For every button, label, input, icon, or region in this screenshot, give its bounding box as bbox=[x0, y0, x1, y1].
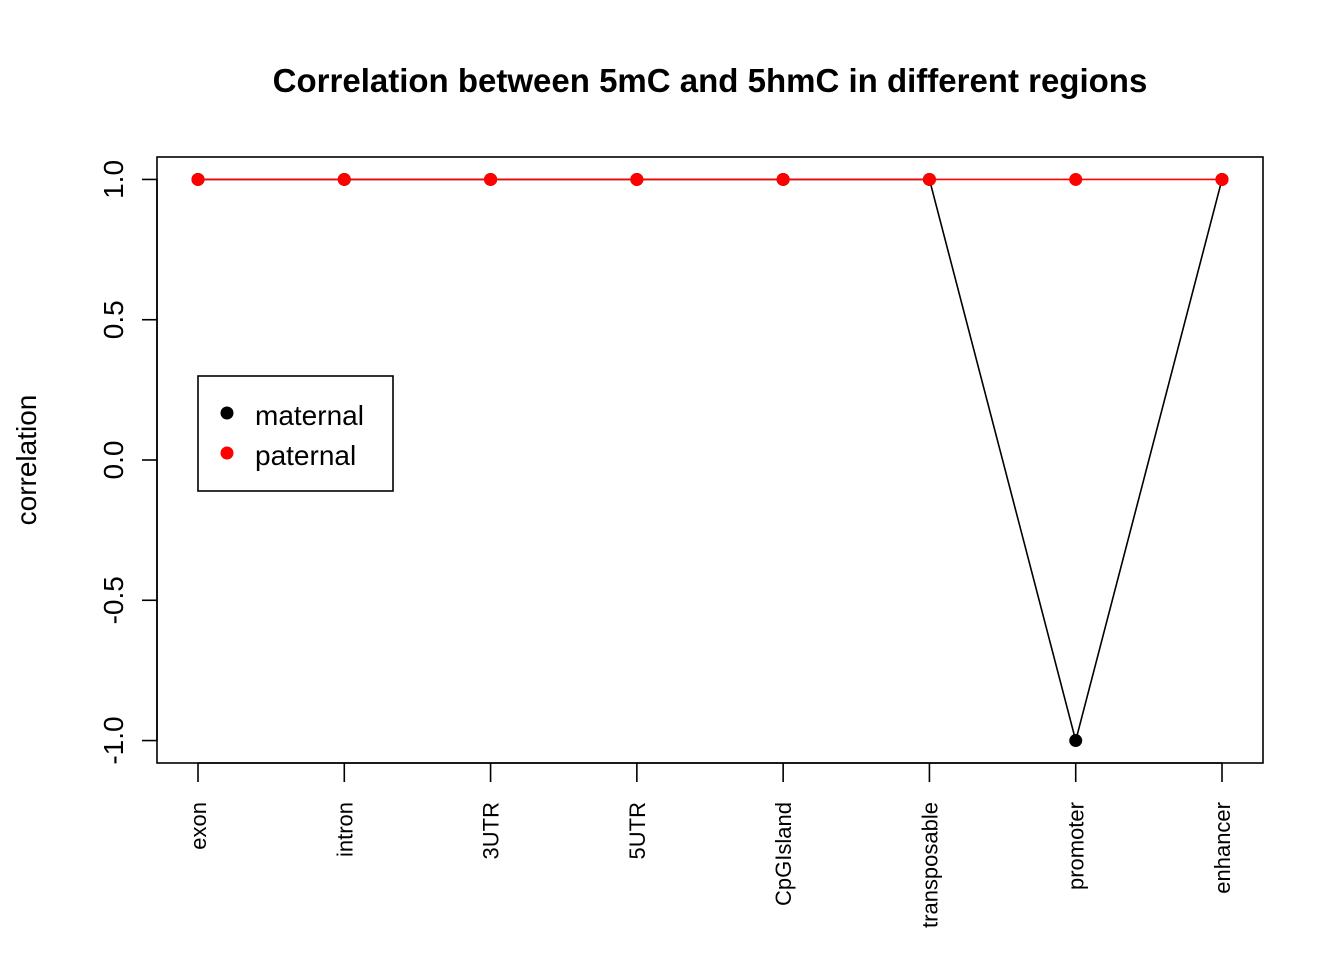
y-tick-label: -0.5 bbox=[98, 576, 129, 624]
series-paternal bbox=[191, 172, 1229, 186]
y-tick-label: 1.0 bbox=[98, 160, 129, 199]
x-tick-label: intron bbox=[332, 802, 357, 857]
y-tick-label: 0.0 bbox=[98, 441, 129, 480]
data-point-paternal bbox=[1069, 172, 1083, 186]
chart-title: Correlation between 5mC and 5hmC in diff… bbox=[273, 62, 1148, 99]
data-point-paternal bbox=[922, 172, 936, 186]
data-point-paternal bbox=[337, 172, 351, 186]
data-point-paternal bbox=[630, 172, 644, 186]
data-point-maternal bbox=[1069, 734, 1083, 748]
data-point-paternal bbox=[191, 172, 205, 186]
legend: maternal paternal bbox=[197, 375, 394, 492]
x-tick-label: 5UTR bbox=[625, 802, 650, 859]
legend-box bbox=[197, 375, 394, 492]
y-axis-label: correlation bbox=[11, 395, 42, 526]
legend-marker-maternal bbox=[220, 406, 234, 420]
x-tick-label: enhancer bbox=[1210, 802, 1235, 894]
x-tick-label: 3UTR bbox=[479, 802, 504, 859]
legend-label-paternal: paternal bbox=[255, 440, 356, 471]
y-tick-label: -1.0 bbox=[98, 716, 129, 764]
x-tick-label: CpGIsland bbox=[771, 802, 796, 906]
data-point-paternal bbox=[776, 172, 790, 186]
x-axis: exon intron 3UTR 5UTR CpGIsland transposable p… bbox=[186, 762, 1235, 928]
legend-label-maternal: maternal bbox=[255, 400, 364, 431]
x-tick-label: exon bbox=[186, 802, 211, 850]
data-point-paternal bbox=[1215, 172, 1229, 186]
legend-marker-paternal bbox=[220, 446, 234, 460]
series-layer bbox=[191, 172, 1229, 748]
y-tick-label: 0.5 bbox=[98, 300, 129, 339]
y-axis: -1.0 -0.5 0.0 0.5 1.0 bbox=[98, 160, 158, 765]
x-tick-label: transposable bbox=[917, 802, 942, 928]
x-tick-label: promoter bbox=[1064, 802, 1089, 890]
data-point-paternal bbox=[484, 172, 498, 186]
